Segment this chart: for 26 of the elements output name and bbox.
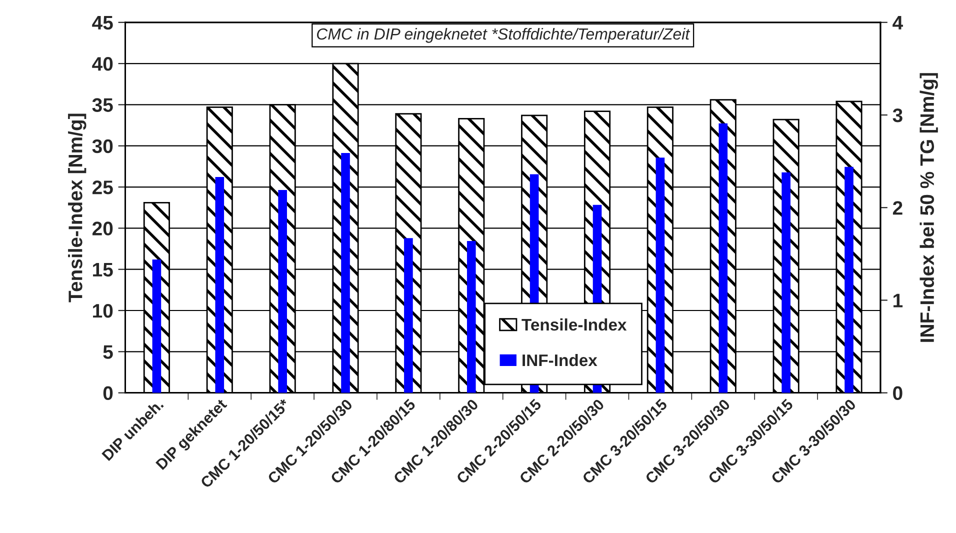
y-tick-label: 40: [92, 57, 113, 71]
y2-axis-title: INF-Index bei 50 % TG [Nm/g]: [920, 73, 938, 342]
bar: [152, 259, 162, 393]
y-tick-label: 5: [103, 345, 113, 359]
y-axis-title: Tensile-Index [Nm/g]: [68, 114, 86, 302]
y2-tick-label: 4: [892, 16, 903, 30]
y2-tick-label: 1: [894, 294, 903, 308]
y2-tick-label: 3: [892, 108, 902, 122]
y2-tick-label: 0: [893, 386, 902, 400]
legend-label: INF-Index: [522, 354, 598, 366]
y-tick-label: 0: [103, 386, 113, 400]
annotation: CMC in DIP eingeknetet *Stoffdichte/Temperatur/Zeit: [317, 28, 690, 43]
bar: [278, 190, 287, 393]
bar: [404, 238, 413, 393]
bar: [341, 152, 350, 393]
bar: [215, 177, 224, 393]
y-tick-label: 20: [92, 222, 113, 236]
y2-tick-label: 2: [892, 201, 902, 215]
y-tick-label: 25: [92, 180, 113, 194]
bar: [466, 240, 476, 393]
y-tick-label: 10: [93, 304, 113, 318]
y-tick-label: 35: [92, 98, 113, 112]
y-tick-label: 15: [93, 263, 113, 277]
y-tick-label: 45: [92, 16, 113, 30]
y-tick-label: 30: [92, 139, 113, 154]
legend-label: Tensile-Index: [522, 318, 627, 331]
